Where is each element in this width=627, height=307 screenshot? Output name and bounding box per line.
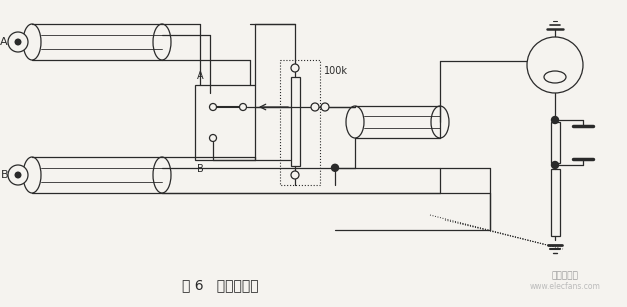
Circle shape xyxy=(209,103,216,111)
Bar xyxy=(290,77,300,166)
Circle shape xyxy=(552,161,559,169)
Text: 图 6   双芯屏蔽线: 图 6 双芯屏蔽线 xyxy=(182,278,258,292)
Circle shape xyxy=(291,171,299,179)
Text: B: B xyxy=(197,164,204,174)
Text: 100k: 100k xyxy=(324,66,348,76)
Circle shape xyxy=(552,116,559,123)
Bar xyxy=(280,60,320,185)
Circle shape xyxy=(321,103,329,111)
Text: A: A xyxy=(1,37,8,47)
Circle shape xyxy=(332,164,339,171)
Circle shape xyxy=(527,37,583,93)
Text: A: A xyxy=(197,71,204,81)
Circle shape xyxy=(209,134,216,142)
Circle shape xyxy=(14,172,21,178)
Text: 电子发烧友: 电子发烧友 xyxy=(552,271,579,280)
Text: B: B xyxy=(1,170,8,180)
Text: www.elecfans.com: www.elecfans.com xyxy=(530,282,601,291)
Circle shape xyxy=(14,38,21,45)
Circle shape xyxy=(311,103,319,111)
Circle shape xyxy=(240,103,246,111)
Bar xyxy=(551,169,559,236)
Bar xyxy=(195,85,255,160)
Circle shape xyxy=(291,64,299,72)
Circle shape xyxy=(8,165,28,185)
Circle shape xyxy=(8,32,28,52)
Bar xyxy=(551,122,559,163)
